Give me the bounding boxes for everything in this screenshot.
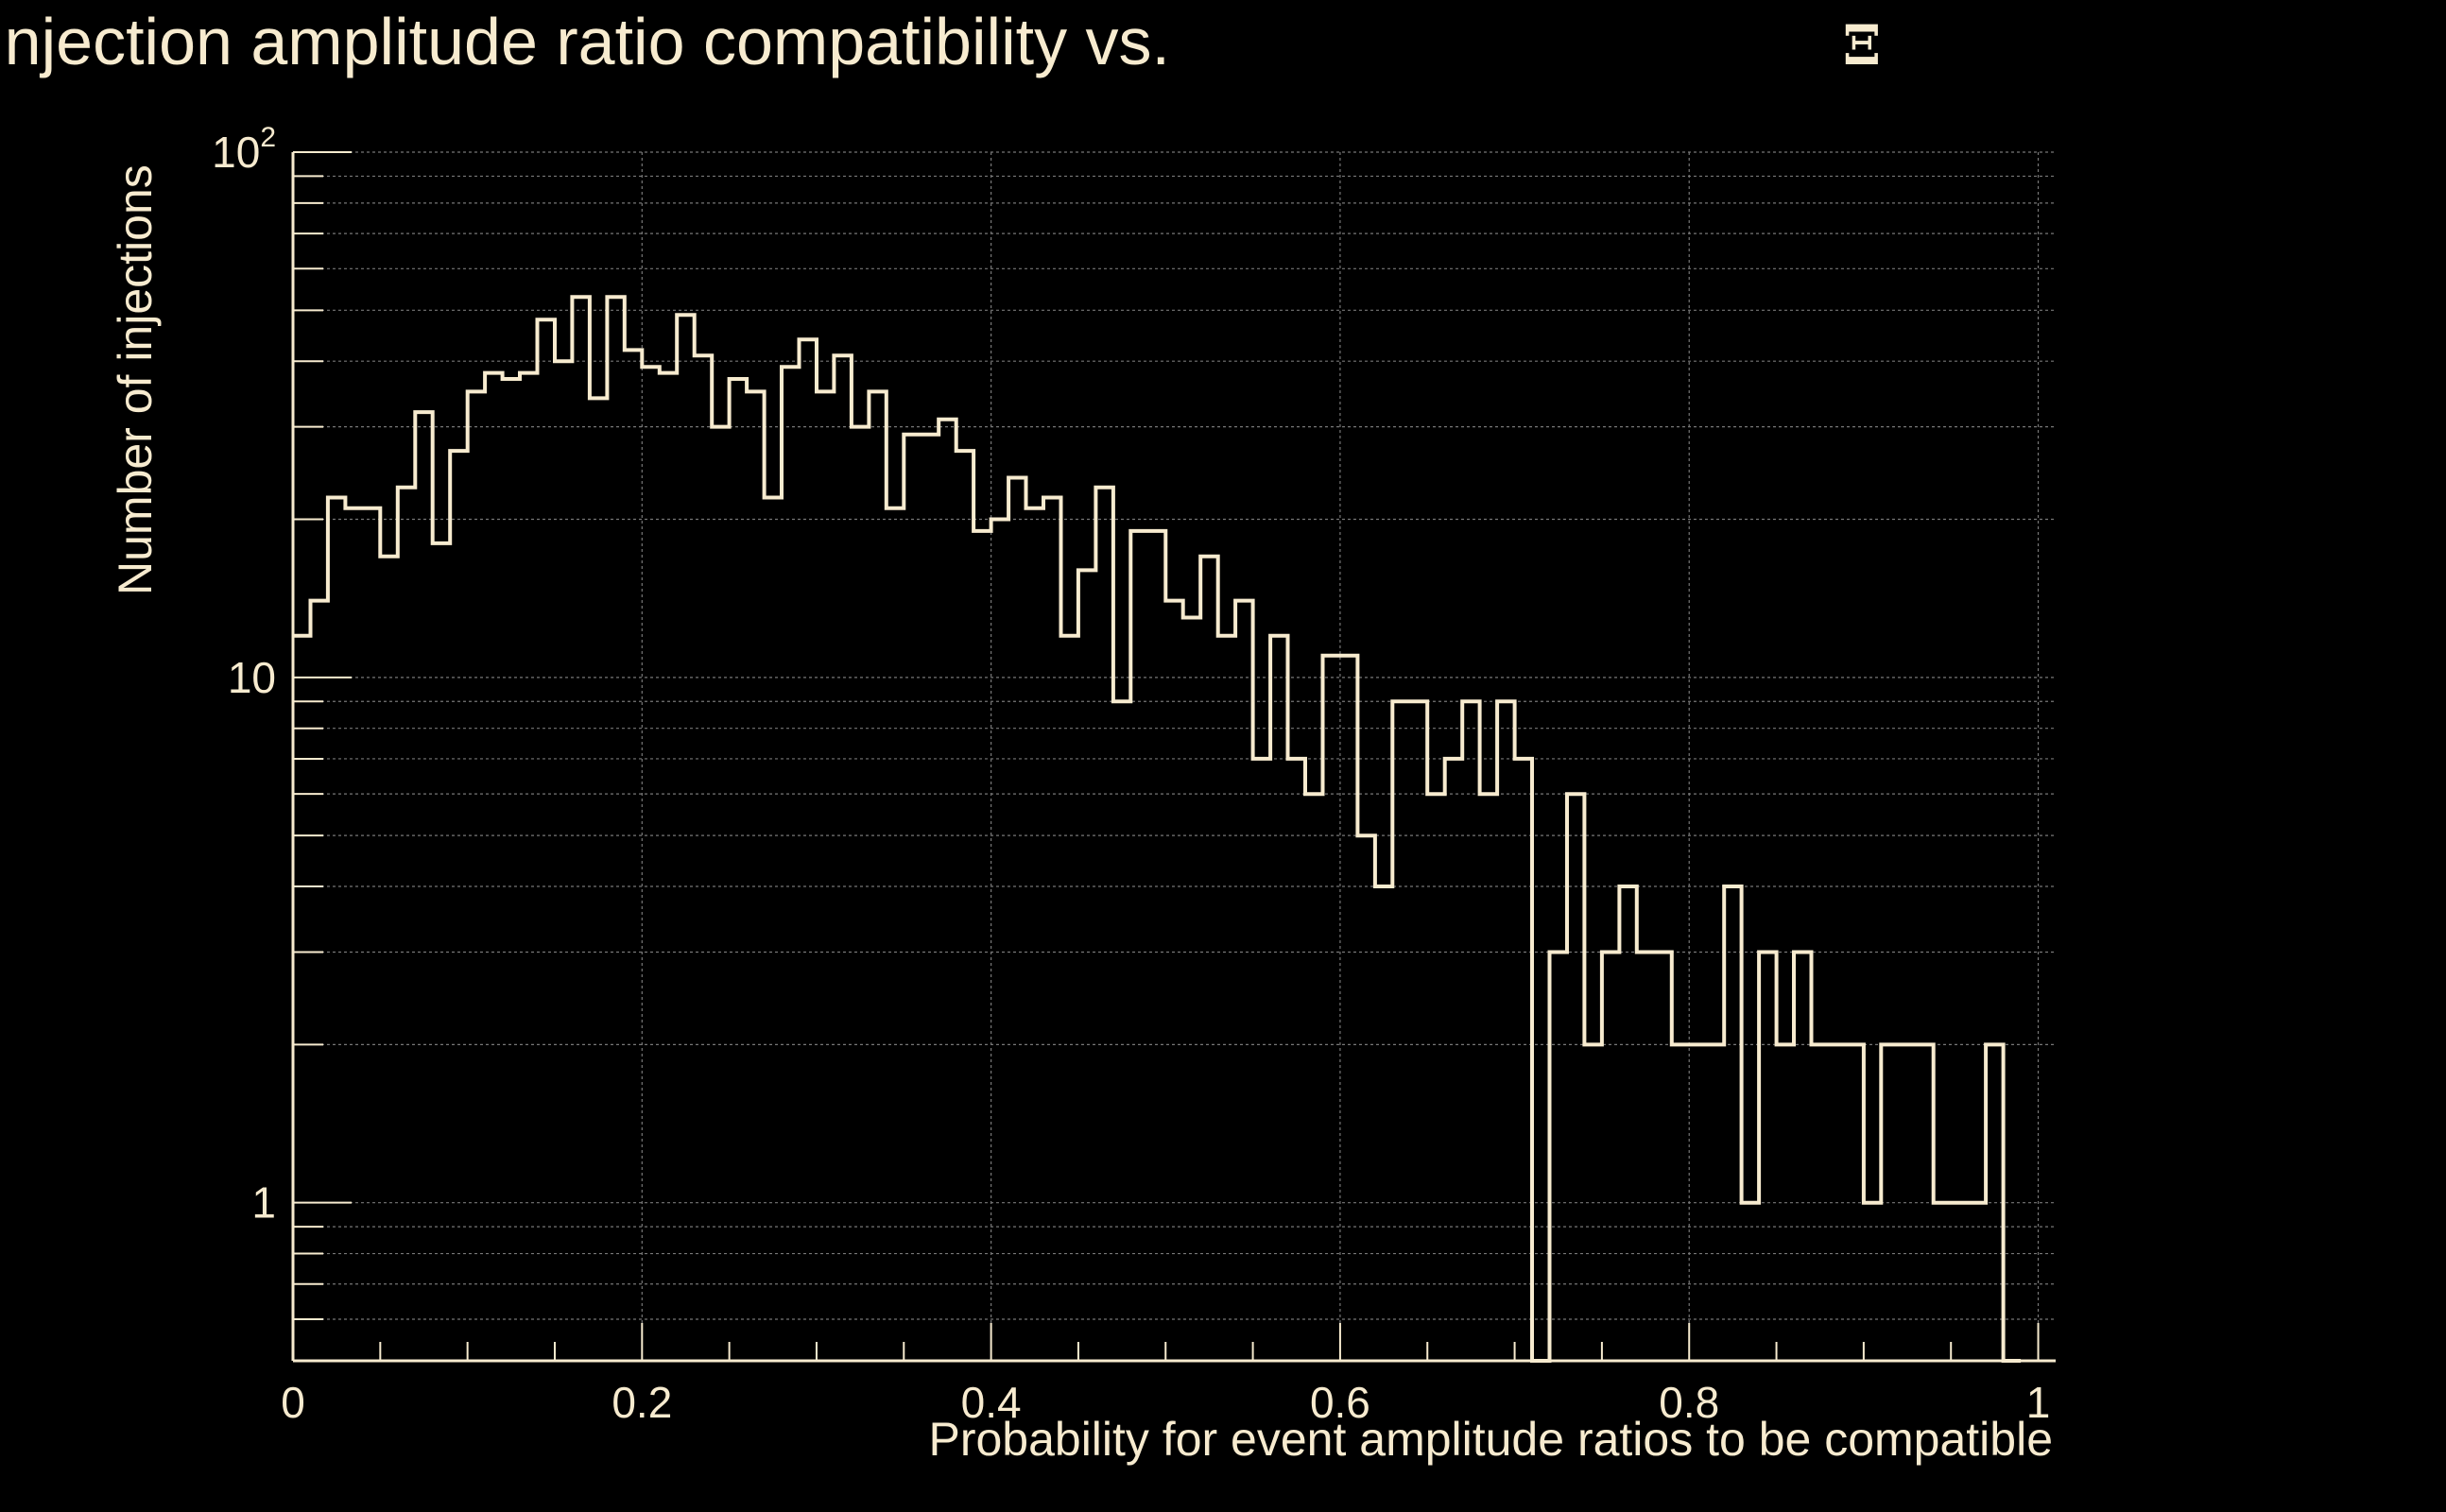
x-tick-label: 0.4 — [961, 1378, 1022, 1427]
histogram-outline — [293, 295, 2022, 1363]
chart-title-symbol: Ξ — [1843, 13, 1882, 77]
x-tick-label: 0.6 — [1310, 1378, 1370, 1427]
x-tick-label: 1 — [2026, 1378, 2051, 1427]
x-tick-label: 0 — [281, 1378, 305, 1427]
chart-title: Injection amplitude ratio compatibility … — [0, 5, 1170, 78]
tick-layer — [292, 151, 2040, 1362]
x-tick-label: 0.2 — [612, 1378, 672, 1427]
y-tick-label: 1 — [251, 1178, 276, 1228]
x-axis-label: Probability for event amplitude ratios t… — [928, 1413, 2053, 1466]
y-axis-label: Number of injections — [109, 164, 162, 595]
y-tick-label-exponent: 2 — [260, 122, 276, 153]
y-tick-label: 10 — [228, 653, 276, 702]
x-tick-label: 0.8 — [1659, 1378, 1719, 1427]
axis-layer — [291, 152, 2056, 1363]
